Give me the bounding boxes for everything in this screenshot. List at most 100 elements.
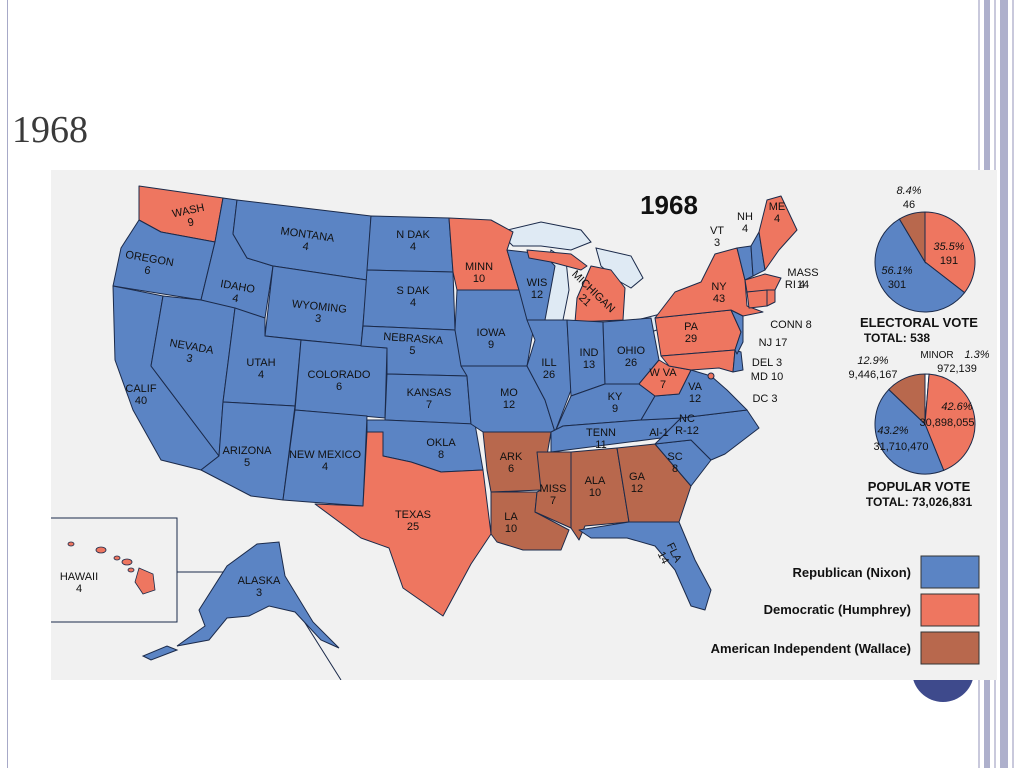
state-name: LA [504,511,518,523]
state-electoral-votes: 26 [625,357,637,369]
state-name: ILL [541,357,556,369]
legend-label-republican: Republican (Nixon) [793,565,911,580]
state-name: MO [500,387,518,399]
pv-title: POPULAR VOTE [868,479,971,494]
state-electoral-votes: 43 [713,293,725,305]
state-name: CALIF [125,383,156,395]
state-name: IOWA [477,327,507,339]
state-electoral-votes: 4 [742,223,748,235]
state-label-ill: ILL 26 [541,357,556,381]
state-electoral-votes: 8 [672,463,678,475]
state-label-al-faithless: Al-1 [649,427,669,439]
state-electoral-votes: 4 [322,461,328,473]
state-name: NC [679,413,695,425]
state-name: WIS [527,277,548,289]
pv-pct-republican: 43.2% [877,425,908,437]
state-electoral-votes: 14 [655,550,671,566]
state-electoral-votes: 9 [612,403,618,415]
state-label-nj: NJ 17 [759,337,788,349]
state-label-wis: WIS 12 [527,277,548,301]
state-conn [746,289,768,309]
state-label-ri: RI 4 [785,279,805,291]
pv-pct-independent: 12.9% [857,355,888,367]
right-decor-rule [1012,0,1014,768]
state-name: MINN [465,261,493,273]
state-fla [578,521,712,611]
state-label-vt: VT 3 [710,225,724,249]
electoral-vote-pie [874,211,976,313]
state-name: CONN 8 [770,319,812,331]
state-name: HAWAII [60,571,98,583]
state-name: PA [684,321,699,333]
state-label-new-mexico: NEW MEXICO 4 [289,449,362,473]
state-ark [482,431,552,493]
state-name: KANSAS [407,387,452,399]
state-electoral-votes: 4 [302,241,310,254]
state-label-texas: TEXAS 25 [395,509,431,533]
state-name: VT [710,225,724,237]
state-label-nh: NH 4 [737,211,753,235]
legend-swatch-republican [920,555,980,589]
pv-pct-democratic: 42.6% [941,401,972,413]
state-del [732,349,744,373]
pie-slice-democratic [924,211,976,294]
state-electoral-votes: R-12 [675,425,699,437]
state-name: ALA [585,475,606,487]
state-electoral-votes: 4 [410,241,416,253]
state-label-n-dak: N DAK 4 [396,229,430,253]
legend-swatch-independent [920,631,980,665]
state-label-va: VA 12 [688,381,703,405]
hawaii-islands [67,541,156,595]
state-label-md: MD 10 [751,371,783,383]
ev-title: ELECTORAL VOTE [860,315,978,330]
state-electoral-votes: 12 [531,289,543,301]
pie-slice-republican [874,388,945,475]
slide-title: 1968 [12,109,88,151]
state-name: NEBRASKA [383,331,444,347]
state-label-mo: MO 12 [500,387,518,411]
left-rule [7,0,8,768]
state-label-arizona: ARIZONA 5 [223,445,273,469]
pv-pct-minor: 1.3% [964,349,989,361]
state-name: OKLA [426,437,456,449]
ev-votes-democratic: 191 [940,255,958,267]
state-electoral-votes: 3 [185,352,193,365]
state-label-minn: MINN 10 [465,261,493,285]
ev-total: TOTAL: 538 [864,331,931,345]
ev-pct-democratic: 35.5% [933,241,964,253]
state-electoral-votes: 6 [143,264,151,277]
pv-votes-democratic: 30,898,055 [919,417,974,429]
popular-vote-pie [874,373,976,475]
state-label-ark: ARK 6 [500,451,523,475]
state-electoral-votes: 4 [774,213,780,225]
state-name: NJ 17 [759,337,788,349]
ev-votes-independent: 46 [903,199,915,211]
state-name: ARIZONA [223,445,273,457]
state-electoral-votes: 6 [336,381,342,393]
state-label-pa: PA 29 [684,321,699,345]
ev-votes-republican: 301 [888,279,906,291]
state-name: OHIO [617,345,646,357]
state-label-dc: DC 3 [752,393,777,405]
ev-pct-republican: 56.1% [881,265,912,277]
state-name: DC 3 [752,393,777,405]
state-electoral-votes: 8 [438,449,444,461]
state-name: MASS [787,267,818,279]
state-label-miss: MISS 7 [540,483,567,507]
pv-votes-minor: 972,139 [937,363,977,375]
state-label-iowa: IOWA 9 [477,327,507,351]
state-dc [707,372,715,380]
state-label-ga: GA 12 [629,471,646,495]
state-electoral-votes: 12 [689,393,701,405]
pie-slice-independent [888,373,926,426]
state-label-wyoming: WYOMING3 [290,298,347,328]
state-electoral-votes: 4 [76,583,82,595]
state-name: COLORADO [308,369,371,381]
state-texas [314,431,492,617]
state-name: TEXAS [395,509,431,521]
state-electoral-votes: 7 [426,399,432,411]
state-name: MISS [540,483,567,495]
state-electoral-votes: 7 [550,495,556,507]
state-name: UTAH [246,357,275,369]
states-layer [112,185,798,617]
